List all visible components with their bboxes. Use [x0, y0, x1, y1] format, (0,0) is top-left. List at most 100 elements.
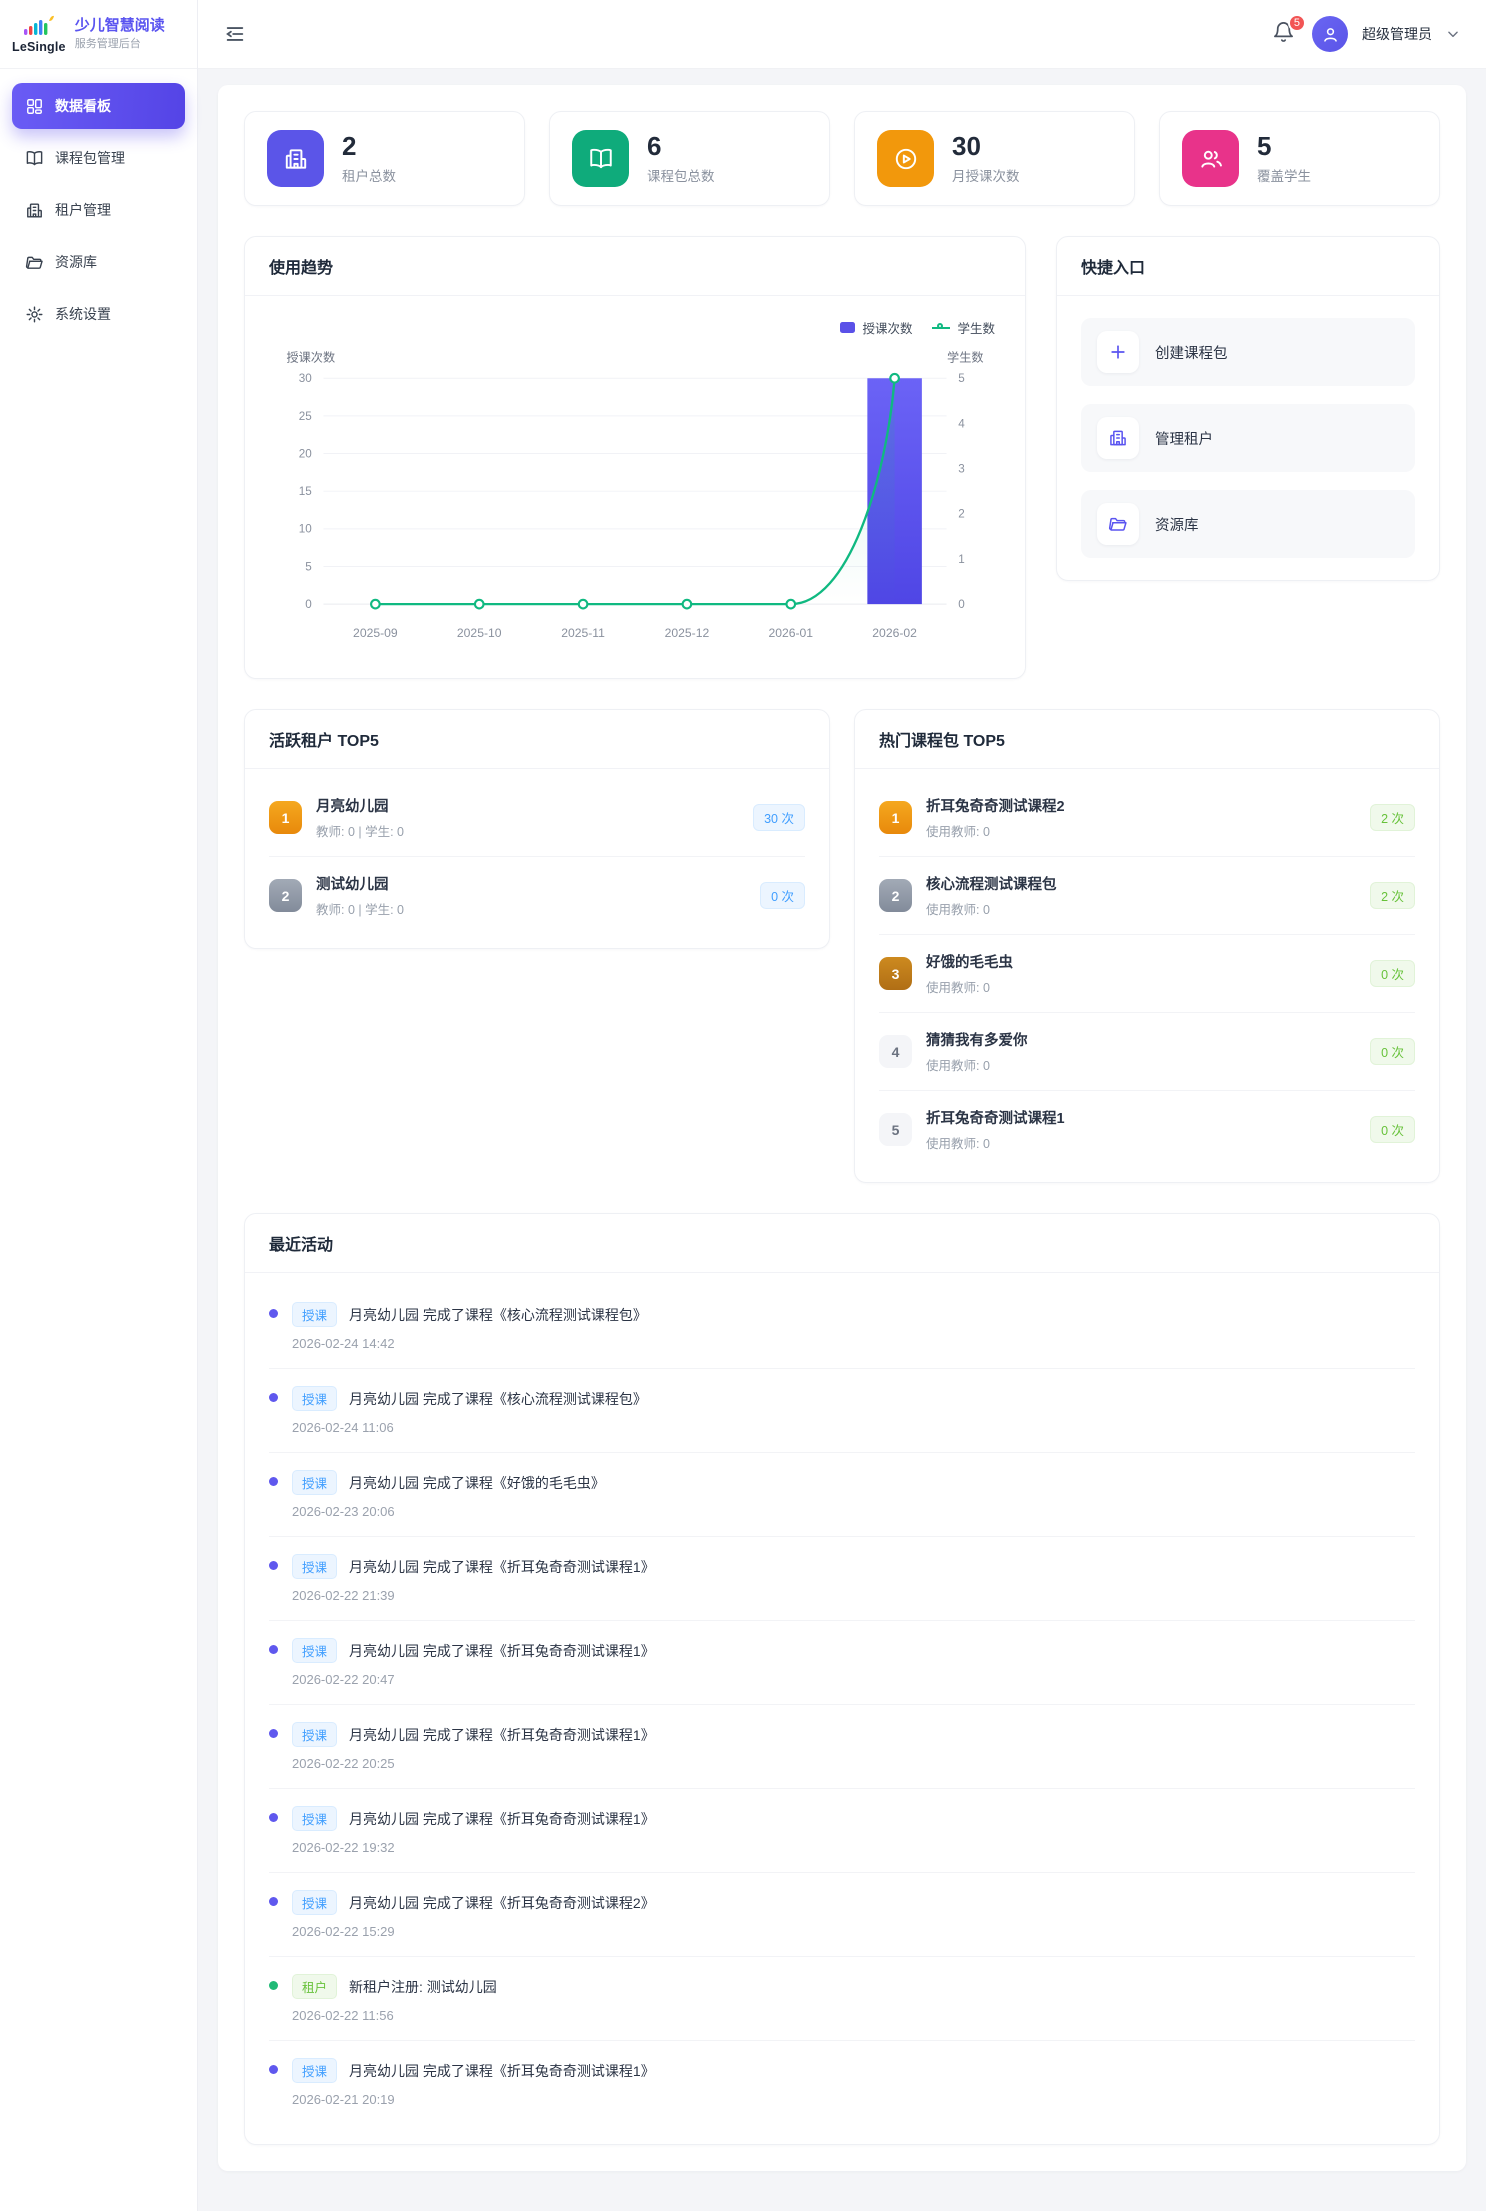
rank-name: 核心流程测试课程包	[926, 877, 1057, 893]
stat-label: 租户总数	[342, 169, 396, 185]
legend-label: 授课次数	[862, 322, 913, 336]
stats-row: 2 租户总数 6 课程包总数 30 月授课次数 5 覆盖学生	[244, 111, 1440, 206]
rank-name: 折耳兔奇奇测试课程1	[926, 1111, 1065, 1127]
chevron-down-icon[interactable]	[1446, 27, 1460, 41]
activity-item: 授课 月亮幼儿园 完成了课程《折耳兔奇奇测试课程1》 2026-02-22 21…	[269, 1537, 1415, 1621]
rank-name: 月亮幼儿园	[316, 799, 389, 815]
svg-text:30: 30	[299, 372, 312, 385]
activity-type-badge: 租户	[292, 1974, 338, 1999]
building-icon	[25, 201, 44, 220]
rank-name: 测试幼儿园	[316, 877, 389, 893]
activity-text: 新租户注册: 测试幼儿园	[349, 1978, 497, 1995]
activity-item: 授课 月亮幼儿园 完成了课程《核心流程测试课程包》 2026-02-24 11:…	[269, 1369, 1415, 1453]
activity-text: 月亮幼儿园 完成了课程《折耳兔奇奇测试课程1》	[349, 1642, 655, 1659]
count-badge: 0 次	[1370, 960, 1415, 987]
svg-text:1: 1	[958, 553, 965, 566]
stat-value: 30	[952, 130, 981, 161]
rank-list-item: 4 猜猜我有多爱你 使用教师: 0 0 次	[879, 1013, 1415, 1091]
legend-item[interactable]: 学生数	[932, 318, 995, 337]
count-badge: 0 次	[1370, 1116, 1415, 1143]
quick-entry-panel: 快捷入口 创建课程包 管理租户 资源库	[1056, 236, 1440, 581]
count-badge: 2 次	[1370, 804, 1415, 831]
activity-text: 月亮幼儿园 完成了课程《折耳兔奇奇测试课程1》	[349, 2062, 655, 2079]
rank-meta: 使用教师: 0	[926, 1137, 990, 1151]
plus-icon	[1097, 331, 1139, 373]
activity-dot	[269, 1729, 278, 1738]
count-badge: 30 次	[753, 804, 805, 831]
sidebar-item-label: 租户管理	[55, 202, 111, 218]
stat-value: 5	[1257, 130, 1272, 161]
app-title: 少儿智慧阅读	[74, 16, 165, 34]
activity-item: 授课 月亮幼儿园 完成了课程《好饿的毛毛虫》 2026-02-23 20:06	[269, 1453, 1415, 1537]
activity-text: 月亮幼儿园 完成了课程《核心流程测试课程包》	[349, 1390, 647, 1407]
activity-type-badge: 授课	[292, 2058, 338, 2083]
rank-list-item: 2 测试幼儿园 教师: 0 | 学生: 0 0 次	[269, 857, 805, 934]
activity-timestamp: 2026-02-24 14:42	[292, 1336, 395, 1351]
book-icon	[25, 149, 44, 168]
svg-text:学生数: 学生数	[947, 350, 983, 365]
quick-entry-item[interactable]: 管理租户	[1081, 404, 1415, 472]
sidebar-item-dashboard-grid[interactable]: 数据看板	[12, 83, 185, 129]
stat-label: 课程包总数	[647, 169, 715, 185]
quick-entry-label: 管理租户	[1155, 431, 1213, 448]
recent-activity-panel: 最近活动 授课 月亮幼儿园 完成了课程《核心流程测试课程包》 2026-02-2…	[244, 1213, 1440, 2145]
sidebar-item-book[interactable]: 课程包管理	[12, 135, 185, 181]
count-badge: 0 次	[1370, 1038, 1415, 1065]
svg-text:15: 15	[299, 485, 312, 498]
notification-bell-icon[interactable]: 5	[1272, 14, 1306, 47]
svg-text:0: 0	[958, 598, 965, 611]
rank-list-item: 1 月亮幼儿园 教师: 0 | 学生: 0 30 次	[269, 779, 805, 857]
sidebar-item-gear[interactable]: 系统设置	[12, 291, 185, 337]
rank-meta: 教师: 0 | 学生: 0	[316, 903, 404, 917]
activity-timestamp: 2026-02-21 20:19	[292, 2092, 395, 2107]
page-content: 2 租户总数 6 课程包总数 30 月授课次数 5 覆盖学生 使用趋势	[198, 69, 1486, 2211]
rank-list-item: 5 折耳兔奇奇测试课程1 使用教师: 0 0 次	[879, 1091, 1415, 1168]
rank-list-item: 3 好饿的毛毛虫 使用教师: 0 0 次	[879, 935, 1415, 1013]
activity-type-badge: 授课	[292, 1806, 338, 1831]
hot-packages-title: 热门课程包 TOP5	[855, 710, 1439, 769]
activity-dot	[269, 1897, 278, 1906]
folder-icon	[1097, 503, 1139, 545]
sidebar-item-folder[interactable]: 资源库	[12, 239, 185, 285]
rank-list-item: 2 核心流程测试课程包 使用教师: 0 2 次	[879, 857, 1415, 935]
activity-dot	[269, 1813, 278, 1822]
user-avatar[interactable]	[1312, 16, 1348, 52]
quick-entry-item[interactable]: 创建课程包	[1081, 318, 1415, 386]
stat-label: 月授课次数	[952, 169, 1020, 185]
sidebar-item-label: 资源库	[55, 254, 97, 270]
stat-value: 2	[342, 130, 357, 161]
activity-timestamp: 2026-02-24 11:06	[292, 1420, 394, 1435]
users-icon	[1182, 130, 1239, 187]
building-icon	[1097, 417, 1139, 459]
user-name[interactable]: 超级管理员	[1362, 26, 1432, 42]
activity-timestamp: 2026-02-22 20:25	[292, 1756, 395, 1771]
building-icon	[267, 130, 324, 187]
svg-text:10: 10	[299, 523, 312, 536]
svg-text:5: 5	[305, 560, 312, 573]
sidebar-collapse-icon[interactable]	[224, 21, 250, 47]
sidebar-menu: 数据看板 课程包管理 租户管理 资源库 系统设置	[0, 69, 197, 357]
activity-text: 月亮幼儿园 完成了课程《核心流程测试课程包》	[349, 1306, 647, 1323]
active-tenants-title: 活跃租户 TOP5	[245, 710, 829, 769]
legend-item[interactable]: 授课次数	[840, 318, 912, 337]
activity-type-badge: 授课	[292, 1638, 338, 1663]
rank-badge: 1	[879, 801, 912, 834]
logo-text: LeSingle	[12, 39, 66, 54]
svg-text:授课次数: 授课次数	[286, 350, 335, 365]
activity-item: 授课 月亮幼儿园 完成了课程《核心流程测试课程包》 2026-02-24 14:…	[269, 1285, 1415, 1369]
activity-dot	[269, 1393, 278, 1402]
lesingle-logo-icon: LeSingle	[12, 15, 66, 54]
dashboard-grid-icon	[25, 97, 44, 116]
sidebar: LeSingle 少儿智慧阅读 服务管理后台 数据看板 课程包管理 租户管理 资…	[0, 0, 198, 2211]
stat-card: 2 租户总数	[244, 111, 525, 206]
sidebar-item-building[interactable]: 租户管理	[12, 187, 185, 233]
quick-entry-item[interactable]: 资源库	[1081, 490, 1415, 558]
activity-type-badge: 授课	[292, 1302, 338, 1327]
topbar: 5 超级管理员	[198, 0, 1486, 69]
activity-item: 授课 月亮幼儿园 完成了课程《折耳兔奇奇测试课程1》 2026-02-22 20…	[269, 1705, 1415, 1789]
bar-series-swatch	[840, 322, 856, 333]
activity-text: 月亮幼儿园 完成了课程《好饿的毛毛虫》	[349, 1474, 605, 1491]
activity-text: 月亮幼儿园 完成了课程《折耳兔奇奇测试课程2》	[349, 1894, 655, 1911]
svg-text:25: 25	[299, 410, 312, 423]
line-series-swatch	[932, 322, 951, 329]
